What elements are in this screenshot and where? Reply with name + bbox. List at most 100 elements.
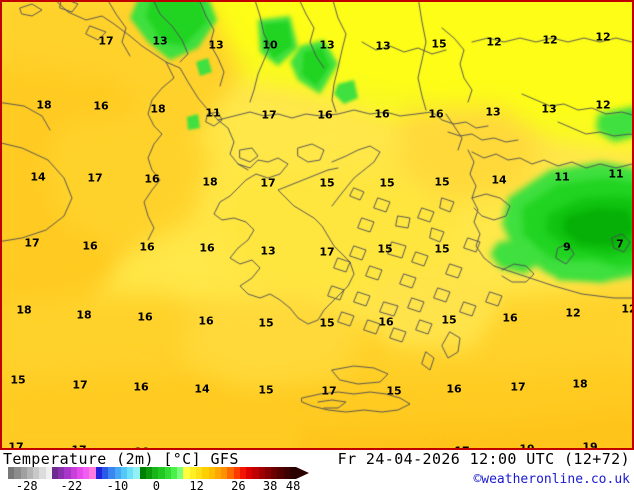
temperature-value-label: 15 xyxy=(377,242,393,256)
temperature-value-label: 17 xyxy=(87,171,103,185)
colorbar-tick: 48 xyxy=(285,479,301,490)
colorbar-swatch xyxy=(33,467,40,479)
temperature-value-label: 12 xyxy=(595,30,611,44)
colorbar-swatch xyxy=(58,467,65,479)
temperature-value-label: 16 xyxy=(198,314,214,328)
colorbar-swatch xyxy=(189,467,196,479)
temperature-value-label: 15 xyxy=(434,242,450,256)
colorbar-swatch xyxy=(170,467,178,479)
copyright-notice: ©weatheronline.co.uk xyxy=(473,472,630,487)
colorbar-swatch xyxy=(271,467,278,479)
temperature-value-label: 17 xyxy=(72,378,88,392)
temperature-value-label: 17 xyxy=(260,176,276,190)
colorbar-tick: 0 xyxy=(152,479,160,490)
colorbar-tick: 26 xyxy=(231,479,246,490)
temperature-value-label: 19 xyxy=(519,442,535,450)
colorbar-swatch xyxy=(145,467,153,479)
temperature-value-label: 13 xyxy=(152,34,168,48)
temperature-value-label: 15 xyxy=(434,175,450,189)
temperature-value-label: 15 xyxy=(431,37,447,51)
colorbar-swatch xyxy=(114,467,121,479)
temperature-value-label: 11 xyxy=(554,170,570,184)
temperature-value-label: 13 xyxy=(208,38,224,52)
colorbar-swatch xyxy=(177,467,184,479)
colorbar-swatch xyxy=(51,467,59,479)
temperature-value-label: 12 xyxy=(486,35,502,49)
temperature-value-label: 16 xyxy=(374,107,390,121)
temperature-value-label: 11 xyxy=(608,167,624,181)
temperature-value-label: 16 xyxy=(317,108,333,122)
temperature-value-label: 15 xyxy=(379,176,395,190)
colorbar-swatch xyxy=(202,467,209,479)
temperature-value-label: 15 xyxy=(319,316,335,330)
temperature-value-label: 16 xyxy=(446,382,462,396)
colorbar-swatch xyxy=(45,467,52,479)
temperature-value-label: 18 xyxy=(36,98,52,112)
temperature-value-label: 17 xyxy=(8,440,24,450)
temperature-value-label: 11 xyxy=(205,106,221,120)
temperature-value-label: 12 xyxy=(621,302,632,316)
temperature-value-label: 18 xyxy=(150,102,166,116)
colorbar-swatch xyxy=(233,467,240,479)
temperature-value-label: 15 xyxy=(258,316,274,330)
colorbar-swatch xyxy=(227,467,234,479)
temperature-value-label: 9 xyxy=(563,240,571,254)
temperature-colorbar[interactable]: -28 -22 -10 0 12 26 38 48 xyxy=(8,467,309,490)
colorbar-swatch xyxy=(89,467,96,479)
colorbar-swatch xyxy=(208,467,215,479)
colorbar-tick: -22 xyxy=(60,479,83,490)
colorbar-swatch xyxy=(26,467,34,479)
temperature-value-label: 18 xyxy=(16,303,32,317)
temperature-field-canvas xyxy=(2,2,632,448)
temperature-value-label: 13 xyxy=(319,38,335,52)
temperature-value-label: 16 xyxy=(502,311,518,325)
colorbar-swatch xyxy=(76,467,84,479)
colorbar-swatch xyxy=(127,467,134,479)
colorbar-swatch xyxy=(133,467,140,479)
colorbar-swatch xyxy=(277,467,284,479)
colorbar-swatch xyxy=(39,467,46,479)
temperature-value-label: 16 xyxy=(144,172,160,186)
colorbar-swatch xyxy=(289,467,297,479)
temperature-value-label: 15 xyxy=(258,383,274,397)
temperature-value-label: 17 xyxy=(319,245,335,259)
temperature-value-label: 18 xyxy=(76,308,92,322)
temperature-value-label: 16 xyxy=(137,310,153,324)
temperature-value-label: 17 xyxy=(390,448,405,449)
colorbar-tick: -10 xyxy=(106,479,129,490)
temperature-value-label: 16 xyxy=(378,315,394,329)
colorbar-swatch xyxy=(183,467,190,479)
temperature-value-label: 7 xyxy=(616,237,624,251)
colorbar-swatch xyxy=(101,467,109,479)
colorbar-tick: 12 xyxy=(189,479,204,490)
temperature-value-label: 16 xyxy=(428,107,444,121)
colorbar-swatch xyxy=(120,467,128,479)
temperature-value-label: 16 xyxy=(199,241,215,255)
temperature-value-label: 13 xyxy=(485,105,501,119)
temperature-value-label: 18 xyxy=(134,447,149,449)
temperature-map[interactable]: 17 13 13 10 13 13 15 12 12 12 18 16 18 11 17 16 16 16 13 13… xyxy=(0,0,634,450)
temperature-value-label: 12 xyxy=(542,33,558,47)
temperature-value-label: 13 xyxy=(260,244,276,258)
colorbar-swatch xyxy=(70,467,77,479)
temperature-value-label: 10 xyxy=(262,38,278,52)
temperature-value-label: 18 xyxy=(572,377,588,391)
colorbar-swatch xyxy=(108,467,115,479)
temperature-value-label: 17 xyxy=(98,34,114,48)
colorbar-tick: 38 xyxy=(262,479,278,490)
temperature-value-label: 17 xyxy=(454,446,469,449)
temperature-value-label: 17 xyxy=(261,108,277,122)
colorbar-swatch xyxy=(221,467,228,479)
colorbar-swatch xyxy=(246,467,253,479)
colorbar-swatch xyxy=(195,467,203,479)
colorbar-swatch xyxy=(83,467,90,479)
product-title: Temperature (2m) [°C] GFS xyxy=(3,450,239,468)
colorbar-swatch xyxy=(164,467,171,479)
temperature-value-label: 17 xyxy=(321,384,337,398)
temperature-value-label: 15 xyxy=(441,313,457,327)
temperature-value-label: 17 xyxy=(510,380,526,394)
colorbar-swatch xyxy=(8,467,15,479)
temperature-value-label: 13 xyxy=(375,39,391,53)
temperature-value-label: 17 xyxy=(198,448,213,449)
colorbar-swatch xyxy=(20,467,27,479)
